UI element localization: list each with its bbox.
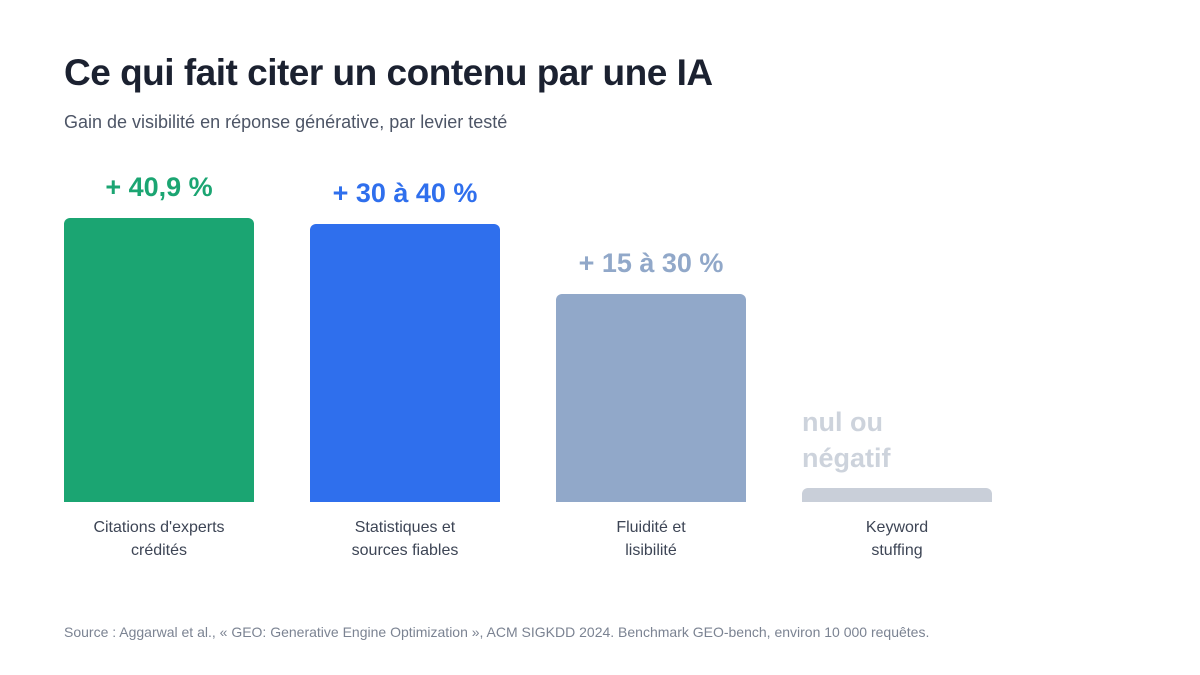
category-label: Keyword stuffing [865, 519, 929, 559]
source-note: Source : Aggarwal et al., « GEO: Generat… [64, 624, 930, 640]
bar [310, 224, 500, 502]
bar-value-label: + 40,9 % [105, 172, 213, 202]
chart-title: Ce qui fait citer un contenu par une IA [64, 52, 713, 93]
bar-value-label: nul ou négatif [802, 407, 891, 473]
category-label: Citations d'experts crédités [93, 519, 225, 559]
bar-group: + 40,9 % Citations d'experts crédités [64, 0, 254, 675]
bar-value-label: + 15 à 30 % [578, 248, 724, 278]
bar-group: nul ou négatif Keyword stuffing [802, 0, 992, 675]
bar-group: + 30 à 40 % Statistiques et sources fiabl… [310, 0, 500, 675]
bar [556, 294, 746, 502]
bar-group: + 15 à 30 % Fluidité et lisibilité [556, 0, 746, 675]
category-label: Statistiques et sources fiables [351, 519, 459, 559]
bar [802, 488, 992, 502]
chart-subtitle: Gain de visibilité en réponse générative… [64, 112, 508, 132]
category-label: Fluidité et lisibilité [616, 519, 686, 559]
bar [64, 218, 254, 502]
bar-value-label: + 30 à 40 % [332, 178, 478, 208]
